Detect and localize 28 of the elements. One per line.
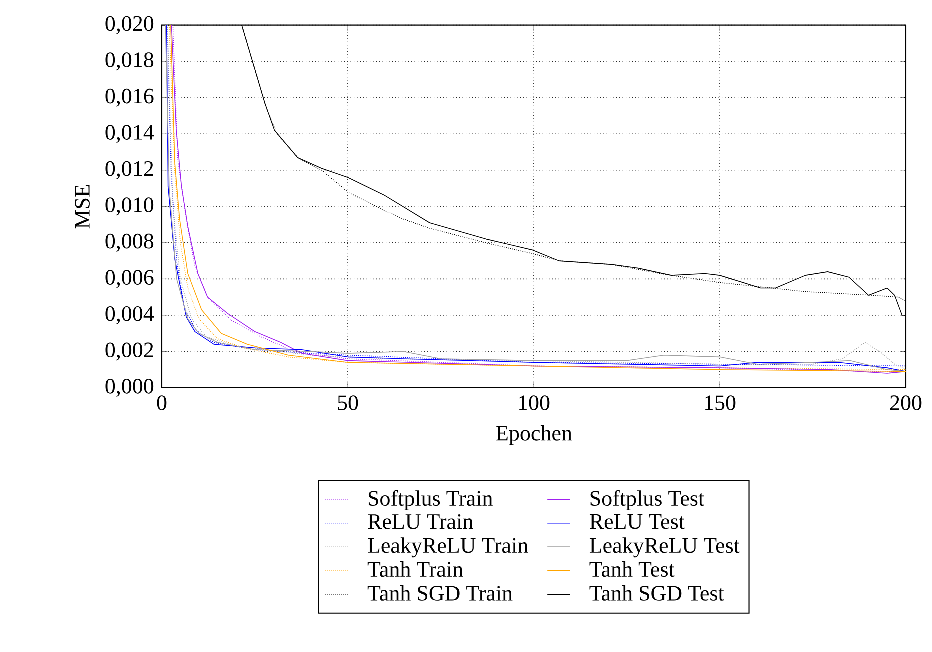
x-tick-label: 150 xyxy=(705,396,736,410)
y-tick-label: 0,012 xyxy=(106,161,154,180)
legend-label: LeakyReLU Test xyxy=(590,538,740,558)
y-axis-title: MSE xyxy=(75,185,90,229)
legend-label: ReLU Train xyxy=(368,514,474,530)
y-tick-label: 0,014 xyxy=(106,125,154,144)
y-tick-label: 0,018 xyxy=(106,52,154,71)
x-tick-label: 50 xyxy=(338,396,358,410)
y-tick-label: 0,016 xyxy=(106,88,154,107)
y-tick-label: 0,010 xyxy=(106,198,154,216)
legend-label: ReLU Test xyxy=(590,514,685,530)
legend-label: Softplus Train xyxy=(368,490,493,511)
legend-label: Tanh Train xyxy=(368,562,464,578)
y-tick-label: 0,002 xyxy=(106,342,154,361)
legend-label: LeakyReLU Train xyxy=(368,538,528,558)
legend-label: Softplus Test xyxy=(590,490,704,511)
x-tick-label: 200 xyxy=(890,396,922,410)
x-axis-title: Epochen xyxy=(496,425,572,446)
legend-label: Tanh SGD Test xyxy=(590,585,724,601)
legend-label: Tanh SGD Train xyxy=(368,585,513,601)
y-tick-label: 0,006 xyxy=(106,270,154,288)
y-tick-label: 0,008 xyxy=(106,234,154,252)
y-tick-label: 0,000 xyxy=(106,378,154,398)
y-tick-label: 0,020 xyxy=(106,16,154,34)
x-tick-label: 0 xyxy=(157,396,167,410)
x-tick-label: 100 xyxy=(519,396,550,410)
y-tick-label: 0,004 xyxy=(106,306,154,324)
legend-label: Tanh Test xyxy=(590,562,675,578)
